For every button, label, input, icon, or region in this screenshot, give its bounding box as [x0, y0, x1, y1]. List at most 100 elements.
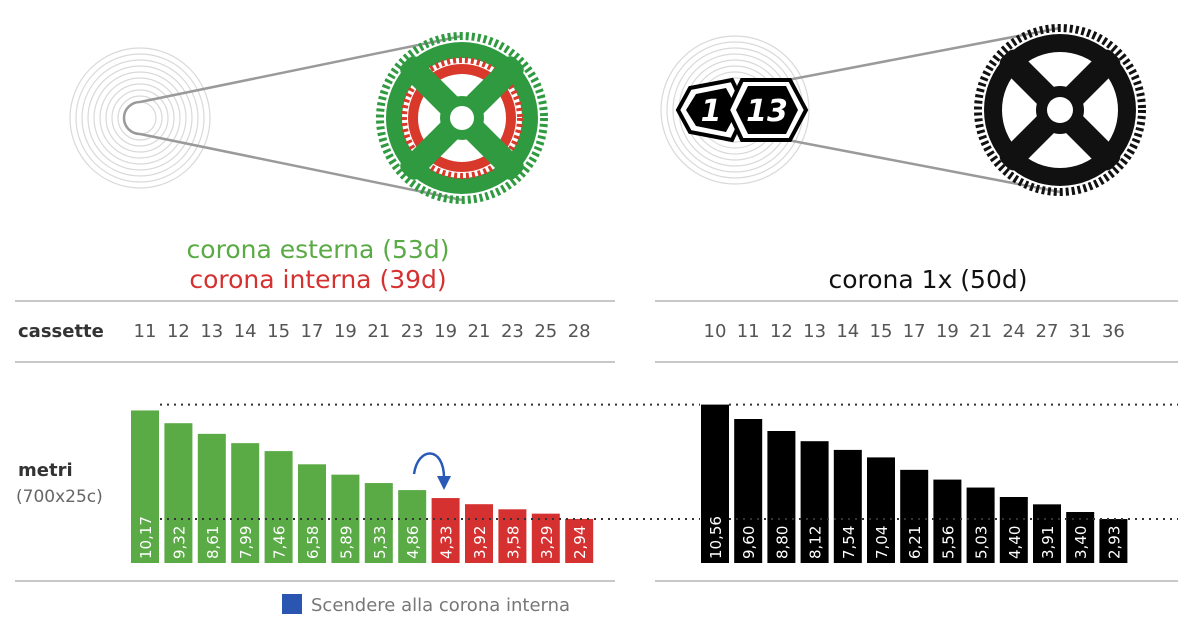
left-bar-label: 4,33: [438, 526, 456, 559]
right-tick: 19: [936, 321, 959, 342]
legend: Scendere alla corona interna: [282, 594, 570, 616]
left-bar: [131, 410, 159, 563]
right-cassette-ticks: 10 11 12 13 14 15 17 19 21 24 27 31 36: [704, 321, 1125, 342]
right-bar: [900, 469, 929, 563]
left-tick: 19: [334, 321, 357, 342]
left-tick: 23: [401, 321, 424, 342]
right-bar: [833, 449, 862, 563]
left-tick: 25: [534, 321, 557, 342]
left-bar-chart: 11 12 13 14 15 17 19 21 23 19 21 23 25 28 10,17 9,32 8,…: [131, 321, 594, 563]
left-bar-label: 3,92: [471, 526, 489, 559]
left-bar-label: 10,17: [137, 516, 155, 559]
left-tick: 19: [434, 321, 457, 342]
left-bar: [531, 513, 560, 563]
right-tick: 14: [836, 321, 859, 342]
left-bar-label: 7,46: [271, 526, 289, 559]
left-bar: [197, 433, 226, 563]
left-tick: 21: [367, 321, 390, 342]
right-tick: 10: [704, 321, 727, 342]
right-tick: 31: [1069, 321, 1092, 342]
left-tick: 14: [234, 321, 257, 342]
outer-ring-heading: corona esterna (53d): [187, 235, 450, 264]
right-tick: 21: [969, 321, 992, 342]
right-bar-label: 5,03: [973, 526, 991, 559]
cassette-row-label: cassette: [18, 321, 104, 342]
reference-lines: [160, 403, 1178, 521]
left-bar: [264, 451, 293, 563]
curved-arrow-icon: [412, 452, 451, 490]
single-ring-heading: corona 1x (50d): [828, 265, 1027, 294]
badge-left-text: 1: [701, 94, 722, 129]
divider-lines: [15, 300, 1178, 582]
left-bar: [465, 504, 493, 563]
right-bars: [701, 404, 1128, 563]
outer-chainring-icon: [376, 32, 548, 204]
left-tick: 12: [167, 321, 190, 342]
badge-right-text: 13: [746, 94, 788, 129]
left-cassette-icon: [69, 47, 211, 189]
right-tick: 13: [803, 321, 826, 342]
right-bar: [701, 404, 729, 563]
right-bar: [1099, 519, 1128, 563]
inner-ring-heading: corona interna (39d): [189, 265, 446, 294]
right-bar-label: 6,21: [906, 526, 924, 559]
right-bar: [734, 419, 763, 563]
left-tick: 15: [267, 321, 290, 342]
legend-text: Scendere alla corona interna: [311, 595, 570, 616]
black-chainring-icon: [974, 24, 1146, 196]
right-bar-chart: 10 11 12 13 14 15 17 19 21 24 27 31 36 10,56 9,60 8,80…: [701, 321, 1128, 563]
left-bar: [364, 483, 393, 563]
left-bar-label: 6,58: [304, 526, 322, 559]
left-tick: 21: [468, 321, 491, 342]
single-chainring-icon: 1 13: [660, 24, 1146, 196]
right-tick: 27: [1036, 321, 1059, 342]
left-tick: 13: [200, 321, 223, 342]
right-bar: [999, 497, 1028, 563]
left-bar-labels: 10,17 9,32 8,61 7,99 7,46 6,58 5,89 5,33 4,86 4,3…: [137, 516, 589, 559]
left-bar-label: 2,94: [571, 526, 589, 559]
left-chain-icon: [122, 34, 463, 202]
left-bars: [131, 410, 594, 563]
right-bar: [1033, 504, 1061, 563]
right-bar-label: 5,56: [939, 526, 957, 559]
right-bar-label: 8,12: [807, 526, 825, 559]
left-bar: [398, 490, 427, 563]
left-bar: [298, 464, 326, 563]
left-tick: 28: [568, 321, 591, 342]
left-tick: 23: [501, 321, 524, 342]
left-bar-label: 7,99: [237, 526, 255, 559]
left-cassette-ticks: 11 12 13 14 15 17 19 21 23 19 21 23 25 28: [134, 321, 591, 342]
metri-row-label: metri: [18, 460, 73, 481]
left-tick: 11: [134, 321, 157, 342]
right-bar: [867, 457, 895, 563]
right-bar-label: 2,93: [1105, 526, 1123, 559]
right-tick: 24: [1002, 321, 1025, 342]
right-bar-label: 3,40: [1072, 526, 1090, 559]
right-bar-label: 10,56: [707, 516, 725, 559]
right-tick: 15: [870, 321, 893, 342]
right-bar: [800, 441, 829, 563]
left-bar-label: 8,61: [204, 526, 222, 559]
right-bar-label: 4,40: [1006, 526, 1024, 559]
left-bar: [565, 518, 594, 563]
right-tick: 17: [903, 321, 926, 342]
metri-unit-label: (700x25c): [16, 487, 103, 507]
right-bar: [933, 479, 962, 563]
right-bar: [767, 431, 796, 563]
right-bar: [1066, 512, 1095, 563]
left-bar-label: 9,32: [170, 526, 188, 559]
right-tick: 11: [737, 321, 760, 342]
left-bar-label: 3,29: [538, 526, 556, 559]
left-bar: [164, 423, 193, 563]
left-bar-label: 5,33: [371, 526, 389, 559]
right-bar-label: 3,91: [1039, 526, 1057, 559]
right-tick: 12: [770, 321, 793, 342]
1x13-badge-icon: 1 13: [675, 77, 809, 143]
left-bar-label: 4,86: [404, 526, 422, 559]
right-tick: 36: [1102, 321, 1125, 342]
right-bar-label: 7,04: [873, 526, 891, 559]
right-bar: [966, 487, 995, 563]
double-chainring-icon: [69, 32, 548, 204]
left-bar: [231, 443, 260, 563]
